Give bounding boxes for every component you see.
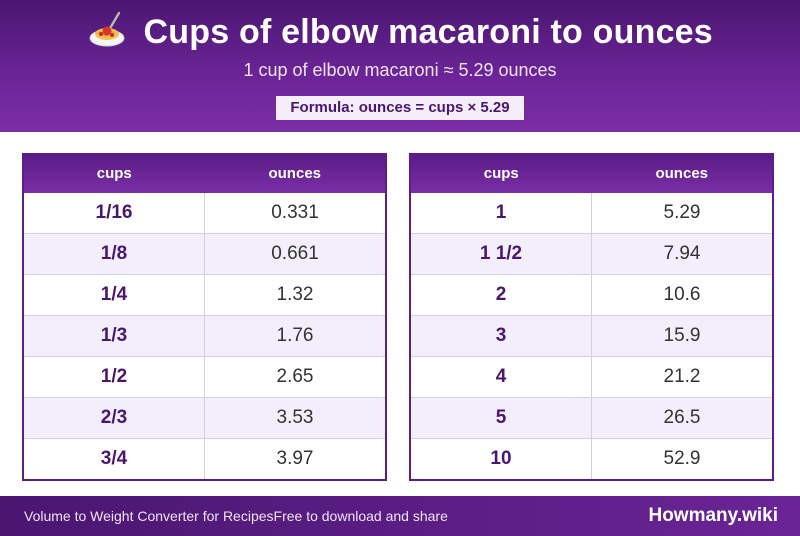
formula-wrap: Formula: ounces = cups × 5.29 [0,96,800,120]
column-header-ounces: ounces [655,165,708,182]
spaghetti-icon [87,10,127,50]
column-header-cups: cups [96,165,132,182]
cups-cell: 4 [411,357,592,397]
cups-cell: 5 [411,398,592,438]
cups-cell: 3/4 [24,439,205,479]
conversion-table-right: cups ounces 1 5.29 1 1/2 7.94 2 10.6 3 1… [409,153,774,481]
cups-cell: 1/2 [24,357,205,397]
page-title: Cups of elbow macaroni to ounces [143,12,713,51]
table-row: 1/4 1.32 [24,274,385,315]
ounces-cell: 21.2 [663,366,701,387]
table-row: 3/4 3.97 [24,438,385,479]
brand-link[interactable]: Howmany.wiki [648,505,778,526]
cups-cell: 1 1/2 [411,234,592,274]
cups-cell: 1 [411,193,592,233]
table-row: 1/8 0.661 [24,233,385,274]
conversion-table-left: cups ounces 1/16 0.331 1/8 0.661 1/4 1.3… [22,153,387,481]
table-row: 1 1/2 7.94 [411,233,772,274]
ounces-cell: 1.76 [276,325,314,346]
cups-cell: 1/16 [24,193,205,233]
subtitle: 1 cup of elbow macaroni ≈ 5.29 ounces [243,60,557,80]
ounces-cell: 0.331 [271,202,319,223]
ounces-cell: 15.9 [663,325,701,346]
cups-cell: 1/4 [24,275,205,315]
table-header: cups ounces [24,155,385,193]
ounces-cell: 0.661 [271,243,319,264]
table-row: 5 26.5 [411,397,772,438]
table-row: 1/2 2.65 [24,356,385,397]
cups-cell: 3 [411,316,592,356]
cups-cell: 1/8 [24,234,205,274]
table-row: 4 21.2 [411,356,772,397]
ounces-cell: 5.29 [663,202,701,223]
ounces-cell: 7.94 [663,243,701,264]
ounces-cell: 3.97 [276,448,314,469]
table-row: 3 15.9 [411,315,772,356]
table-row: 1/3 1.76 [24,315,385,356]
cups-cell: 2 [411,275,592,315]
table-row: 1 5.29 [411,193,772,233]
footer-bar: Volume to Weight Converter for RecipesFr… [0,496,800,536]
cups-cell: 10 [411,439,592,479]
ounces-cell: 2.65 [276,366,314,387]
cups-cell: 2/3 [24,398,205,438]
column-header-cups: cups [483,165,519,182]
ounces-cell: 52.9 [663,448,701,469]
cups-cell: 1/3 [24,316,205,356]
footer-tagline: Volume to Weight Converter for RecipesFr… [24,508,448,524]
ounces-cell: 26.5 [663,407,701,428]
table-row: 2 10.6 [411,274,772,315]
ounces-cell: 10.6 [663,284,701,305]
column-header-ounces: ounces [268,165,321,182]
ounces-cell: 3.53 [276,407,314,428]
table-header: cups ounces [411,155,772,193]
table-row: 10 52.9 [411,438,772,479]
ounces-cell: 1.32 [276,284,314,305]
table-row: 1/16 0.331 [24,193,385,233]
formula-badge: Formula: ounces = cups × 5.29 [276,96,524,120]
title-row: Cups of elbow macaroni to ounces [0,10,800,52]
table-row: 2/3 3.53 [24,397,385,438]
header-banner: Cups of elbow macaroni to ounces 1 cup o… [0,0,800,132]
